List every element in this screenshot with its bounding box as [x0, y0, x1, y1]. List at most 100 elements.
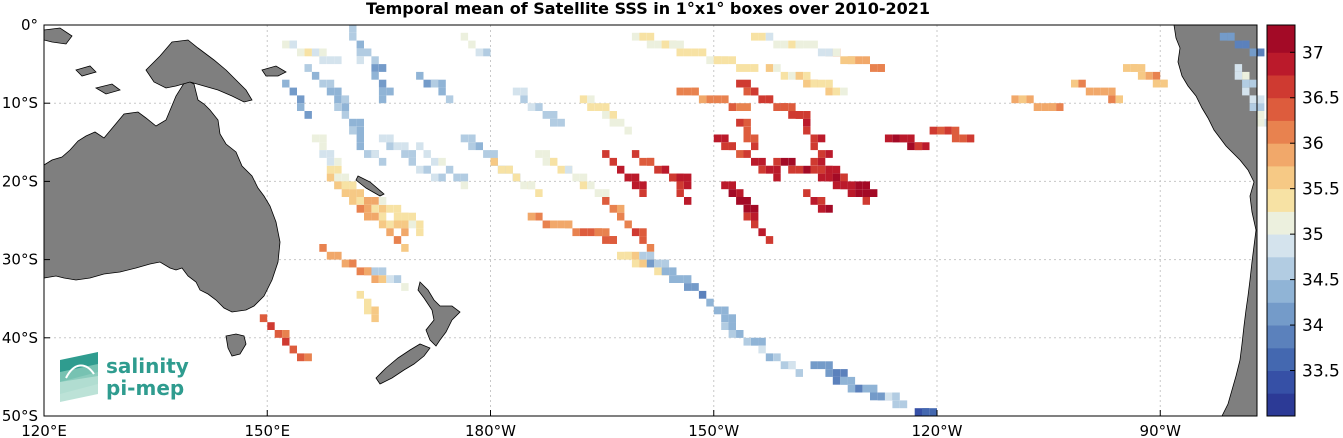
- sss-cell: [334, 251, 342, 260]
- sss-cell: [631, 150, 640, 158]
- sss-cell: [817, 150, 826, 158]
- sss-cell: [862, 197, 870, 205]
- sss-cell: [1152, 79, 1161, 88]
- sss-cell: [1242, 71, 1250, 80]
- sss-cell: [594, 189, 603, 197]
- sss-cell: [676, 189, 684, 197]
- sss-cell: [371, 204, 379, 213]
- sss-cell: [468, 40, 476, 49]
- sss-cell: [617, 118, 625, 127]
- sss-cell: [758, 345, 766, 354]
- sss-cell: [736, 79, 744, 88]
- sss-cell: [386, 87, 394, 96]
- sss-cell: [326, 56, 335, 65]
- sss-cell: [408, 220, 416, 229]
- sss-cell: [349, 126, 357, 135]
- sss-cell: [803, 79, 811, 88]
- sss-cell: [416, 165, 424, 174]
- sss-cell: [371, 197, 379, 205]
- sss-cell: [557, 165, 565, 174]
- sss-cell: [334, 181, 342, 190]
- sss-cell: [684, 87, 692, 96]
- sss-cell: [743, 103, 751, 111]
- sss-cell: [713, 134, 722, 143]
- sss-cell: [751, 32, 759, 41]
- x-tick-label: 150°E: [244, 422, 290, 438]
- sss-cell: [870, 64, 878, 72]
- sss-cell: [840, 376, 848, 385]
- sss-cell: [743, 197, 751, 205]
- sss-cell: [780, 157, 789, 166]
- sss-cell: [721, 95, 729, 104]
- sss-cell: [803, 189, 811, 197]
- sss-cell: [497, 165, 506, 174]
- sss-cell: [899, 134, 908, 143]
- colorbar-tick-label: 35: [1302, 225, 1324, 245]
- sss-cell: [825, 204, 833, 213]
- sss-cell: [304, 64, 312, 72]
- sss-cell: [579, 173, 588, 182]
- sss-cell: [788, 103, 796, 111]
- sss-cell: [564, 220, 573, 229]
- sss-cell: [371, 306, 379, 315]
- sss-cell: [721, 142, 729, 151]
- small-island: [75, 65, 97, 77]
- sss-cell: [765, 32, 774, 41]
- sss-cell: [378, 197, 387, 205]
- sss-cell: [617, 165, 625, 174]
- sss-cell: [297, 353, 305, 362]
- sss-cell: [609, 118, 617, 127]
- sss-cell: [788, 40, 796, 49]
- sss-cell: [773, 353, 781, 362]
- sss-cell: [899, 400, 908, 409]
- sss-cell: [311, 71, 320, 80]
- sss-cell: [326, 150, 335, 158]
- sss-cell: [884, 392, 893, 401]
- sss-cell: [282, 40, 290, 49]
- sss-cell: [572, 173, 580, 182]
- sss-cell: [349, 189, 357, 197]
- sss-cell: [311, 48, 320, 57]
- sss-cell: [684, 275, 692, 283]
- sss-cell: [364, 150, 372, 158]
- sss-cell: [423, 79, 431, 88]
- sss-cell: [408, 157, 416, 166]
- sss-cell: [304, 111, 312, 119]
- sss-cell: [855, 56, 863, 65]
- sss-cell: [386, 228, 394, 237]
- sss-cell: [371, 314, 379, 323]
- sss-cell: [259, 314, 268, 323]
- sss-cell: [825, 173, 833, 182]
- sss-cell: [490, 157, 498, 166]
- sss-cell: [483, 150, 491, 158]
- sss-cell: [862, 181, 870, 190]
- sss-cell: [758, 95, 766, 104]
- sss-cell: [334, 95, 342, 104]
- sss-cell: [505, 165, 513, 174]
- sss-cell: [713, 306, 722, 315]
- sss-cell: [646, 32, 655, 41]
- sss-cell: [356, 204, 364, 213]
- sss-cell: [1026, 95, 1034, 104]
- south-america: [1173, 24, 1258, 417]
- sss-cell: [520, 95, 528, 104]
- colorbar-swatch: [1267, 279, 1295, 303]
- sss-cell: [743, 87, 751, 96]
- sss-cell: [431, 157, 439, 166]
- colorbar-swatch: [1267, 347, 1295, 371]
- sss-cell: [386, 142, 394, 151]
- sss-cell: [661, 165, 670, 174]
- sss-cell: [356, 134, 364, 143]
- sss-cell: [617, 212, 625, 221]
- sss-cell: [438, 173, 446, 182]
- sss-cell: [736, 197, 744, 205]
- sss-cell: [341, 95, 350, 104]
- sss-cell: [698, 95, 707, 104]
- sss-cell: [475, 142, 483, 151]
- sss-cell: [319, 48, 327, 57]
- sss-cell: [810, 134, 818, 143]
- sss-cell: [1048, 103, 1056, 111]
- sss-cell: [550, 118, 558, 127]
- sss-cell: [364, 298, 372, 307]
- sss-cell: [378, 79, 387, 88]
